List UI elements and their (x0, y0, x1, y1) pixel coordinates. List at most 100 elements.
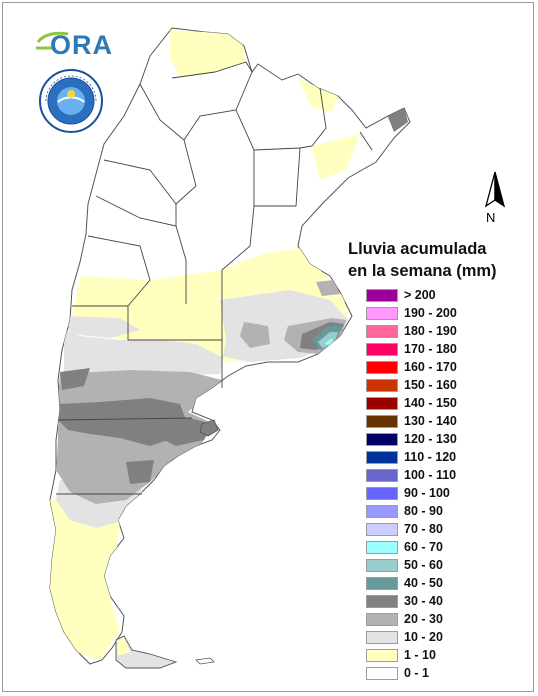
legend-item: 130 - 140 (366, 413, 526, 431)
rain-zone (58, 398, 186, 446)
north-arrow-icon (484, 171, 506, 208)
ora-logo-icon (36, 31, 69, 50)
legend-item: 80 - 90 (366, 503, 526, 521)
rain-zone (312, 134, 360, 180)
legend-item: 10 - 20 (366, 629, 526, 647)
legend-swatch (366, 325, 398, 338)
rain-zone (60, 368, 90, 390)
legend-swatch (366, 433, 398, 446)
legend-label: > 200 (404, 288, 436, 302)
legend-label: 190 - 200 (404, 306, 457, 320)
legend-item: 140 - 150 (366, 395, 526, 413)
province-border (95, 195, 187, 304)
rain-zone (170, 30, 246, 78)
legend-label: 130 - 140 (404, 414, 457, 428)
legend-item: 20 - 30 (366, 611, 526, 629)
legend-item: > 200 (366, 287, 526, 305)
province-borders (56, 61, 373, 495)
legend-swatch (366, 343, 398, 356)
legend-swatch (366, 469, 398, 482)
legend-item: 70 - 80 (366, 521, 526, 539)
rain-zone (298, 78, 338, 112)
legend-label: 50 - 60 (404, 558, 443, 572)
legend-label: 20 - 30 (404, 612, 443, 626)
province-border (254, 147, 301, 207)
legend-item: 90 - 100 (366, 485, 526, 503)
rain-zone (66, 316, 140, 338)
province-border (57, 417, 193, 421)
rain-zone (160, 418, 212, 446)
rain-zone (316, 280, 340, 296)
legend-label: 40 - 50 (404, 576, 443, 590)
legend-item: 120 - 130 (366, 431, 526, 449)
province-border (311, 87, 327, 147)
legend-item: 180 - 190 (366, 323, 526, 341)
legend-title: Lluvia acumulada en la semana (mm) (348, 238, 528, 282)
province-border (359, 131, 373, 151)
legend-label: 170 - 180 (404, 342, 457, 356)
legend-item: 0 - 1 (366, 665, 526, 683)
province-border (235, 109, 313, 151)
legend-label: 10 - 20 (404, 630, 443, 644)
legend-item: 40 - 50 (366, 575, 526, 593)
legend-item: 30 - 40 (366, 593, 526, 611)
legend-swatch (366, 505, 398, 518)
rain-zone (64, 290, 348, 376)
legend-swatch (366, 361, 398, 374)
legend-item: 50 - 60 (366, 557, 526, 575)
tierra-del-fuego (115, 635, 178, 669)
legend: > 200 190 - 200 180 - 190 170 - 180 160 - 17… (366, 287, 526, 683)
legend-swatch (366, 595, 398, 608)
legend-swatch (366, 577, 398, 590)
legend-label: 140 - 150 (404, 396, 457, 410)
legend-label: 120 - 130 (404, 432, 457, 446)
legend-swatch (366, 397, 398, 410)
legend-swatch (366, 415, 398, 428)
legend-title-line1: Lluvia acumulada (348, 240, 487, 258)
north-arrow-label: N (486, 210, 496, 225)
legend-swatch (366, 307, 398, 320)
legend-label: 60 - 70 (404, 540, 443, 554)
legend-label: 0 - 1 (404, 666, 430, 680)
province-border (139, 83, 185, 141)
legend-swatch (366, 631, 398, 644)
province-border (183, 71, 253, 141)
legend-item: 60 - 70 (366, 539, 526, 557)
legend-label: 160 - 170 (404, 360, 457, 374)
legend-title-line2: en la semana (mm) (348, 262, 497, 280)
rain-zone (50, 498, 120, 660)
legend-swatch (366, 379, 398, 392)
province-border (72, 305, 222, 341)
tierra-del-fuego-north (117, 637, 130, 656)
legend-swatch (366, 613, 398, 626)
legend-swatch (366, 541, 398, 554)
valdes-peninsula (199, 419, 219, 437)
legend-label: 100 - 110 (404, 468, 457, 482)
island-outline (195, 657, 215, 665)
legend-item: 150 - 160 (366, 377, 526, 395)
legend-label: 70 - 80 (404, 522, 443, 536)
legend-label: 1 - 10 (404, 648, 436, 662)
legend-label: 90 - 100 (404, 486, 450, 500)
legend-swatch (366, 559, 398, 572)
legend-item: 170 - 180 (366, 341, 526, 359)
legend-swatch (366, 667, 398, 680)
rain-zone (240, 322, 270, 348)
smn-seal-icon (39, 69, 103, 133)
rainfall-shading (50, 30, 408, 664)
province-border (103, 159, 177, 205)
legend-item: 110 - 120 (366, 449, 526, 467)
legend-swatch (366, 289, 398, 302)
legend-label: 180 - 190 (404, 324, 457, 338)
legend-label: 30 - 40 (404, 594, 443, 608)
legend-swatch (366, 649, 398, 662)
legend-label: 150 - 160 (404, 378, 457, 392)
province-border (171, 61, 253, 79)
legend-label: 80 - 90 (404, 504, 443, 518)
legend-item: 190 - 200 (366, 305, 526, 323)
legend-item: 160 - 170 (366, 359, 526, 377)
legend-swatch (366, 523, 398, 536)
province-border (87, 235, 151, 307)
